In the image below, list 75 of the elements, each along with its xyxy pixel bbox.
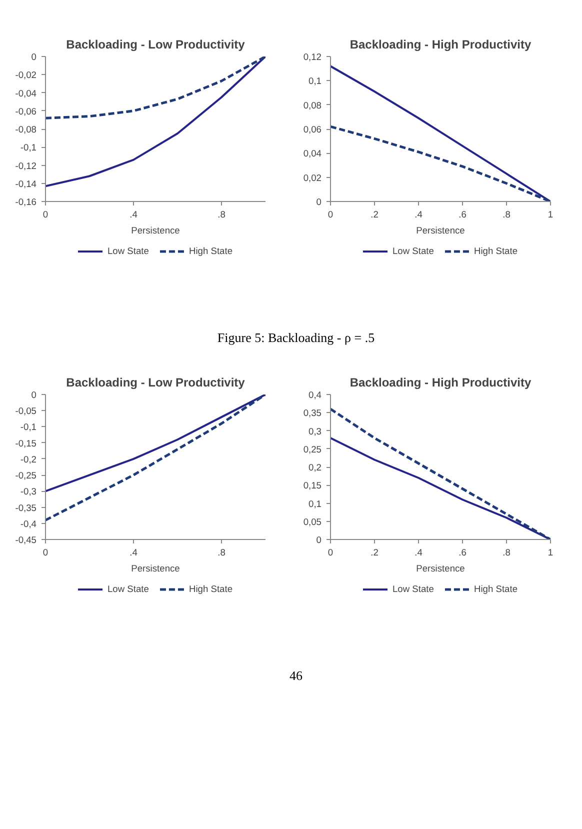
chart-title: Backloading - High Productivity — [350, 376, 532, 390]
y-tick-label: -0,3 — [20, 486, 37, 497]
y-tick-label: 0 — [31, 390, 37, 400]
legend-label: Low State — [107, 246, 149, 256]
x-tick-label: .4 — [414, 548, 422, 558]
x-tick-label: 0 — [42, 210, 48, 220]
y-tick-label: 0,04 — [303, 148, 322, 159]
y-tick-label: 0,2 — [308, 462, 322, 472]
text: 46 — [290, 667, 302, 685]
x-axis-title: Persistence — [131, 226, 180, 236]
y-tick-label: 0,3 — [308, 426, 322, 436]
line-series — [46, 394, 266, 522]
y-tick-label: 0,25 — [303, 444, 322, 454]
y-tick-label: -0,1 — [20, 142, 37, 153]
x-tick-label: .2 — [370, 548, 378, 558]
y-tick-label: -0,1 — [20, 422, 37, 432]
y-tick-label: -0,15 — [15, 438, 37, 448]
y-tick-label: -0,25 — [15, 470, 37, 481]
x-tick-label: .8 — [218, 548, 226, 558]
y-tick-label: -0,05 — [15, 406, 37, 416]
x-tick-label: .6 — [458, 548, 466, 558]
x-tick-label: 1 — [548, 548, 554, 558]
y-tick-label: -0,4 — [20, 518, 37, 529]
x-tick-label: .8 — [218, 210, 226, 220]
y-tick-label: 0,08 — [303, 100, 322, 110]
y-tick-label: -0,16 — [15, 197, 37, 207]
legend-label: High State — [474, 584, 518, 594]
x-axis-title: Persistence — [131, 564, 180, 574]
y-tick-label: 0 — [31, 52, 37, 62]
legend-label: High State — [188, 584, 233, 594]
y-tick-label: -0,14 — [15, 178, 37, 189]
y-tick-label: 0,4 — [308, 390, 322, 400]
legend-label: High State — [474, 246, 518, 256]
chart-title: Backloading - High Productivity — [350, 38, 532, 52]
y-tick-label: -0,04 — [15, 88, 37, 98]
y-tick-label: -0,45 — [15, 535, 37, 545]
line-series — [46, 56, 266, 120]
y-tick-label: 0,15 — [303, 480, 322, 491]
x-tick-label: .4 — [414, 210, 422, 220]
x-tick-label: 1 — [548, 210, 554, 220]
legend-label: High State — [188, 246, 233, 256]
x-tick-label: .8 — [502, 548, 510, 558]
x-tick-label: 0 — [42, 548, 48, 558]
y-tick-label: 0,12 — [303, 52, 322, 62]
line-series — [46, 56, 266, 188]
x-tick-label: .2 — [370, 210, 378, 220]
caption: Figure 5: Backloading - ρ = .5 — [217, 329, 375, 347]
x-tick-label: .4 — [130, 548, 138, 558]
y-tick-label: -0,08 — [15, 124, 37, 134]
x-tick-label: 0 — [328, 210, 334, 220]
x-tick-label: .6 — [458, 210, 466, 220]
chart-title: Backloading - Low Productivity — [66, 38, 246, 52]
line-series — [46, 394, 266, 492]
y-tick-label: 0 — [316, 535, 322, 545]
legend-label: Low State — [107, 584, 149, 594]
x-tick-label: 0 — [328, 548, 334, 558]
y-tick-label: -0,06 — [15, 106, 37, 116]
x-axis-title: Persistence — [416, 226, 465, 236]
y-tick-label: -0,12 — [15, 160, 37, 171]
y-tick-label: -0,2 — [20, 454, 37, 464]
x-tick-label: .4 — [130, 210, 138, 220]
x-axis-title: Persistence — [416, 564, 465, 574]
y-tick-label: 0,05 — [303, 516, 322, 527]
chart-title: Backloading - Low Productivity — [66, 376, 246, 390]
y-tick-label: 0,1 — [308, 76, 322, 86]
y-tick-label: -0,02 — [15, 70, 37, 80]
legend-label: Low State — [392, 246, 434, 256]
x-tick-label: .8 — [502, 210, 510, 220]
y-tick-label: 0,06 — [303, 124, 322, 134]
y-tick-label: 0,02 — [303, 172, 322, 183]
y-tick-label: 0,35 — [303, 408, 322, 418]
y-tick-label: 0,1 — [308, 498, 322, 509]
y-tick-label: -0,35 — [15, 502, 37, 513]
legend-label: Low State — [392, 584, 434, 594]
y-tick-label: 0 — [316, 197, 322, 207]
